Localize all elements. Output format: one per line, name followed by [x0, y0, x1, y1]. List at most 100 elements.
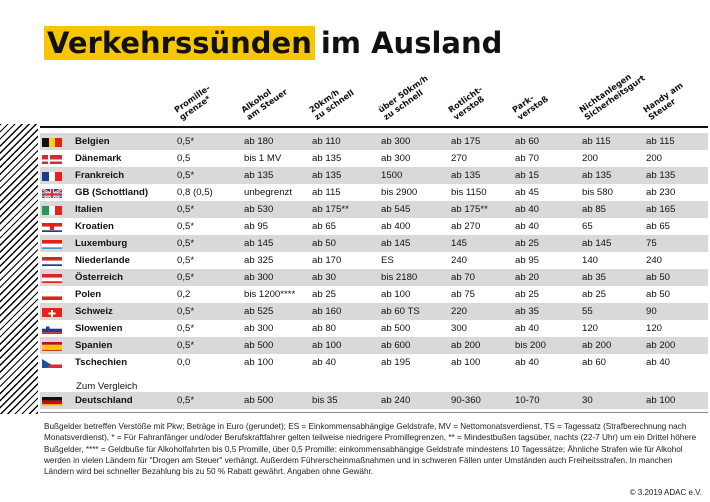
- comparison-label: Zum Vergleich: [76, 381, 138, 392]
- table-cell: 0,5: [177, 153, 191, 164]
- table-cell: ab 530: [244, 204, 274, 215]
- table-cell: 0,5*: [177, 221, 195, 232]
- fr-flag-icon: [42, 170, 62, 181]
- footnote-divider: [40, 412, 708, 413]
- table-row: Slowenien 0,5* ab 300 ab 80 ab 500 300 ab 40 12…: [40, 320, 708, 337]
- table-cell: ab 500: [244, 340, 274, 351]
- table-cell: ab 35: [582, 272, 607, 283]
- table-cell: 145: [451, 238, 468, 249]
- table-cell: bis 1150: [451, 187, 487, 198]
- table-cell: 140: [582, 255, 599, 266]
- column-header: Alkohol am Steuer: [239, 86, 290, 122]
- nl-flag-icon: [42, 255, 62, 266]
- table-cell: 75: [646, 238, 657, 249]
- table-cell: ab 400: [381, 221, 411, 232]
- table-cell: ab 100: [312, 340, 342, 351]
- table-cell: ab 25: [515, 238, 540, 249]
- table-cell: 0,5*: [177, 255, 195, 266]
- table-row: Italien 0,5* ab 530 ab 175** ab 545 ab 175** a…: [40, 201, 708, 218]
- table-cell: ab 500: [381, 323, 411, 334]
- table-cell: 220: [451, 306, 468, 317]
- table-cell: ab 115: [582, 136, 611, 147]
- table-cell: ab 50: [312, 238, 337, 249]
- table-cell: ab 45: [515, 187, 540, 198]
- table-cell: ab 100: [381, 289, 411, 300]
- column-header: Handy am Steuer: [641, 79, 685, 122]
- table-row: Deutschland 0,5* ab 500 bis 35 ab 240 90-360 1…: [40, 392, 708, 409]
- table-cell: ab 15: [515, 170, 540, 181]
- table-cell: ab 325: [244, 255, 274, 266]
- table-cell: ab 60: [515, 136, 540, 147]
- column-header: Nichtanlegen Sicherheitsgurt: [577, 71, 647, 122]
- table-cell: bis 2900: [381, 187, 418, 198]
- country-name: GB (Schottland): [75, 187, 149, 198]
- table-row: Niederlande 0,5* ab 325 ab 170 ES 240 ab 95 140…: [40, 252, 708, 269]
- table-cell: 0,5*: [177, 340, 195, 351]
- table-cell: ab 240: [381, 395, 411, 406]
- column-header: Promille- grenze*: [172, 82, 213, 122]
- table-cell: ab 300: [244, 272, 274, 283]
- country-name: Schweiz: [75, 306, 113, 317]
- de-flag-icon: [42, 395, 62, 406]
- country-name: Slowenien: [75, 323, 123, 334]
- table-row: Österreich 0,5* ab 300 ab 30 bis 2180 ab 70 ab…: [40, 269, 708, 286]
- table-cell: 270: [451, 153, 468, 164]
- table-cell: 200: [582, 153, 599, 164]
- table-cell: ab 40: [515, 221, 540, 232]
- table-row: Belgien 0,5* ab 180 ab 110 ab 300 ab 175 ab 60…: [40, 133, 708, 150]
- country-name: Belgien: [75, 136, 110, 147]
- table-cell: ab 80: [312, 323, 337, 334]
- table-cell: ab 160: [312, 306, 342, 317]
- table-cell: ab 135: [244, 170, 274, 181]
- table-cell: ab 170: [312, 255, 342, 266]
- table-cell: 200: [646, 153, 663, 164]
- country-name: Deutschland: [75, 395, 133, 406]
- table-cell: 0,5*: [177, 136, 195, 147]
- table-cell: 0,5*: [177, 323, 195, 334]
- table-cell: ab 25: [312, 289, 337, 300]
- table-cell: unbegrenzt: [244, 187, 293, 198]
- table-cell: bis 35: [312, 395, 338, 406]
- table-row: Dänemark 0,5 bis 1 MV ab 135 ab 300 270 ab 70 2…: [40, 150, 708, 167]
- table-row: Schweiz 0,5* ab 525 ab 160 ab 60 TS 220 ab 35 5…: [40, 303, 708, 320]
- header-rule: [40, 126, 708, 128]
- column-header: 20km/h zu schnell: [307, 86, 356, 122]
- table-cell: ab 175**: [451, 204, 488, 215]
- table-cell: bis 2180: [381, 272, 418, 283]
- table-cell: bis 200: [515, 340, 546, 351]
- ch-flag-icon: [42, 306, 62, 317]
- table-cell: 90-360: [451, 395, 481, 406]
- table-cell: 0,5*: [177, 395, 195, 406]
- table-cell: ab 115: [312, 187, 341, 198]
- table-cell: ab 200: [582, 340, 612, 351]
- table-row: Tschechien 0,0 ab 100 ab 40 ab 195 ab 100 ab 4…: [40, 354, 708, 371]
- table-cell: ab 100: [451, 357, 481, 368]
- table-cell: ab 270: [451, 221, 481, 232]
- table-cell: ab 70: [451, 272, 476, 283]
- column-header: Rotlicht- verstoß: [446, 83, 486, 122]
- table-cell: 240: [451, 255, 468, 266]
- table-cell: ab 135: [312, 170, 342, 181]
- table-cell: ab 50: [646, 289, 671, 300]
- table-cell: ab 95: [515, 255, 540, 266]
- table-cell: ab 175**: [312, 204, 349, 215]
- table-cell: ab 200: [646, 340, 676, 351]
- table-cell: ab 180: [244, 136, 274, 147]
- table-cell: ES: [381, 255, 394, 266]
- table-row: Kroatien 0,5* ab 95 ab 65 ab 400 ab 270 ab 40 6…: [40, 218, 708, 235]
- table-cell: ab 115: [646, 136, 675, 147]
- table-cell: ab 40: [515, 204, 540, 215]
- table-cell: 55: [582, 306, 593, 317]
- table-row: GB (Schottland) 0,8 (0,5) unbegrenzt ab 115…: [40, 184, 708, 201]
- table-cell: 30: [582, 395, 593, 406]
- table-row: Frankreich 0,5* ab 135 ab 135 1500 ab 135 ab 1…: [40, 167, 708, 184]
- table-cell: ab 135: [646, 170, 676, 181]
- be-flag-icon: [42, 136, 62, 147]
- table-cell: ab 195: [381, 357, 411, 368]
- column-header-row: Promille- grenze* Alkohol am Steuer 20km/h…: [0, 70, 710, 126]
- table-cell: bis 580: [582, 187, 613, 198]
- table-cell: ab 60: [582, 357, 607, 368]
- column-header: über 50km/h zu schnell: [376, 72, 430, 122]
- copyright: © 3.2019 ADAC e.V.: [629, 488, 702, 497]
- column-header: Park- verstoß: [510, 92, 550, 122]
